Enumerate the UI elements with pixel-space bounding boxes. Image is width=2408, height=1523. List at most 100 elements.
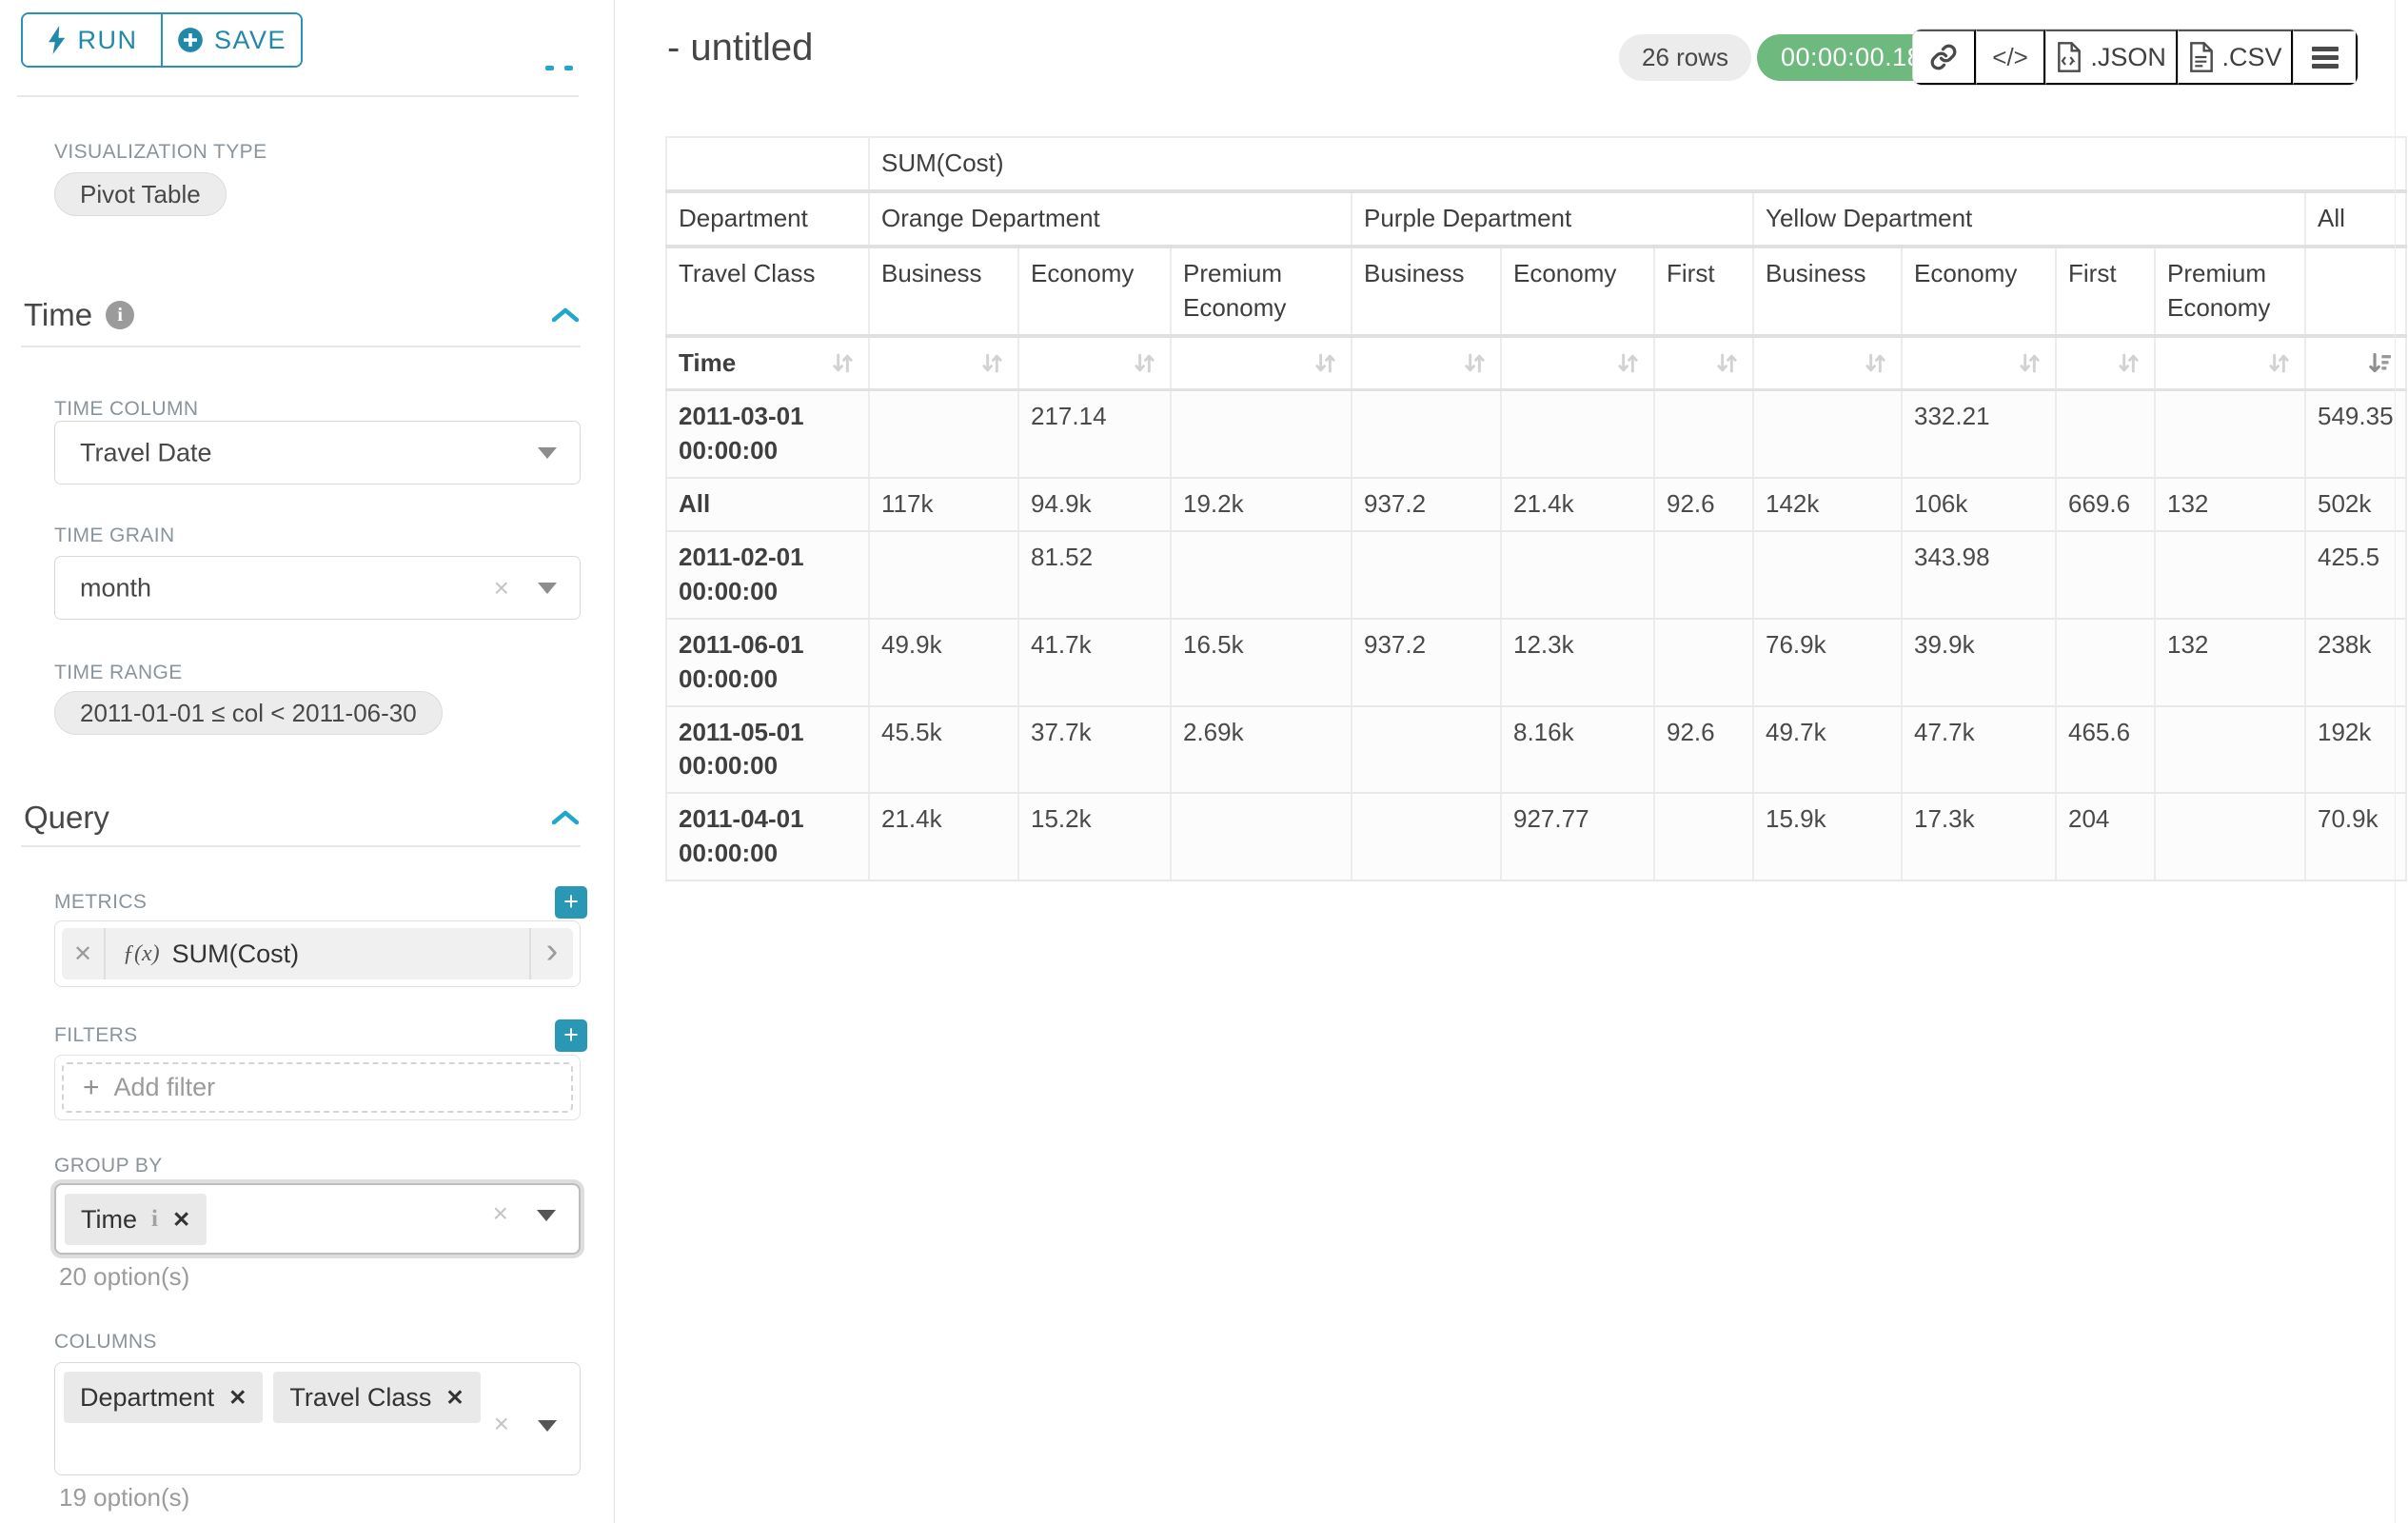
sort-descending-icon[interactable]	[2366, 349, 2394, 377]
filters-control: + Add filter	[54, 1055, 581, 1120]
sort-toggle-icon[interactable]	[2265, 349, 2293, 377]
menu-button[interactable]	[2293, 30, 2358, 85]
pivot-value-cell: 76.9k	[1753, 619, 1902, 706]
clear-icon[interactable]: ×	[494, 1409, 509, 1439]
pivot-value-cell	[1352, 390, 1501, 478]
columns-tag[interactable]: Department ✕	[64, 1372, 263, 1423]
pivot-metric-header: SUM(Cost)	[869, 137, 2406, 191]
panel-resize-handle-dot[interactable]	[545, 66, 554, 70]
pivot-sort-cell	[1171, 336, 1352, 390]
add-filter-plus-button[interactable]: +	[555, 1019, 587, 1052]
pivot-sort-cell	[2155, 336, 2305, 390]
time-grain-select[interactable]: month ×	[54, 556, 581, 620]
pivot-value-cell: 39.9k	[1902, 619, 2056, 706]
add-metric-button[interactable]: +	[555, 886, 587, 919]
pivot-value-cell: 47.7k	[1902, 706, 2056, 794]
export-csv-button[interactable]: .CSV	[2178, 30, 2293, 85]
columns-select[interactable]: Department ✕ Travel Class ✕ ×	[54, 1362, 581, 1475]
pivot-value-cell	[869, 390, 1018, 478]
pivot-value-cell: 94.9k	[1018, 478, 1171, 531]
pivot-value-cell: 937.2	[1352, 478, 1501, 531]
pivot-value-cell: 937.2	[1352, 619, 1501, 706]
pivot-value-cell: 49.9k	[869, 619, 1018, 706]
scroll-edge-divider	[2395, 0, 2396, 1523]
pivot-sort-cell	[1902, 336, 2056, 390]
pivot-value-cell	[869, 531, 1018, 619]
pivot-value-cell	[1654, 531, 1753, 619]
pivot-sort-cell	[1753, 336, 1902, 390]
pivot-value-cell: 238k	[2305, 619, 2406, 706]
pivot-row-label: All	[666, 478, 869, 531]
pivot-value-cell	[2155, 531, 2305, 619]
pivot-value-cell: 15.9k	[1753, 793, 1902, 880]
sort-toggle-icon[interactable]	[1131, 349, 1158, 377]
time-range-pill[interactable]: 2011-01-01 ≤ col < 2011-06-30	[54, 691, 443, 735]
pivot-value-cell	[1501, 390, 1654, 478]
run-button[interactable]: RUN	[23, 14, 163, 66]
sort-toggle-icon[interactable]	[1614, 349, 1642, 377]
pivot-value-cell	[1654, 793, 1753, 880]
sort-toggle-icon[interactable]	[978, 349, 1006, 377]
caret-down-icon[interactable]	[538, 447, 557, 459]
panel-resize-handle-dot[interactable]	[564, 66, 573, 70]
sort-toggle-icon[interactable]	[829, 349, 857, 377]
caret-down-icon[interactable]	[538, 583, 557, 594]
sort-toggle-icon[interactable]	[2016, 349, 2043, 377]
pivot-value-cell: 549.35	[2305, 390, 2406, 478]
pivot-value-cell: 425.5	[2305, 531, 2406, 619]
chart-title[interactable]: - untitled	[667, 27, 813, 69]
caret-down-icon[interactable]	[537, 1210, 556, 1221]
pivot-value-cell: 192k	[2305, 706, 2406, 794]
pivot-row: 2011-03-01 00:00:00217.14332.21549.35	[666, 390, 2406, 478]
metric-pill[interactable]: ✕ ƒ(x) SUM(Cost) ›	[62, 928, 573, 979]
remove-tag-icon[interactable]: ✕	[172, 1207, 190, 1233]
columns-tag[interactable]: Travel Class ✕	[273, 1372, 480, 1423]
chevron-up-icon[interactable]	[550, 306, 581, 325]
function-icon: ƒ(x)	[123, 941, 160, 967]
clear-icon[interactable]: ×	[494, 573, 509, 603]
remove-tag-icon[interactable]: ✕	[445, 1385, 464, 1411]
clear-icon[interactable]: ×	[493, 1198, 508, 1229]
chevron-right-icon[interactable]: ›	[529, 928, 573, 979]
pivot-value-cell	[1501, 531, 1654, 619]
save-button[interactable]: SAVE	[163, 14, 301, 66]
visualization-type-pill[interactable]: Pivot Table	[54, 172, 227, 216]
export-button-group: </> .JSON .CSV	[1912, 29, 2359, 86]
pivot-value-cell	[2056, 531, 2155, 619]
pivot-value-cell: 15.2k	[1018, 793, 1171, 880]
pivot-value-cell: 92.6	[1654, 706, 1753, 794]
pivot-value-cell	[2056, 619, 2155, 706]
export-json-button[interactable]: .JSON	[2045, 30, 2177, 85]
group-by-tag[interactable]: Time i ✕	[65, 1194, 207, 1245]
sort-toggle-icon[interactable]	[1312, 349, 1339, 377]
pivot-value-cell	[2155, 390, 2305, 478]
pivot-class-header: Economy	[1018, 247, 1171, 336]
pivot-class-header: Premium Economy	[1171, 247, 1352, 336]
sort-toggle-icon[interactable]	[1862, 349, 1889, 377]
pivot-row-label: 2011-06-01 00:00:00	[666, 619, 869, 706]
sort-toggle-icon[interactable]	[1461, 349, 1489, 377]
pivot-sort-cell	[1352, 336, 1501, 390]
add-filter-button[interactable]: + Add filter	[62, 1062, 573, 1113]
link-icon	[1929, 43, 1958, 71]
group-by-select[interactable]: Time i ✕ ×	[50, 1179, 584, 1258]
pivot-row-label: 2011-03-01 00:00:00	[666, 390, 869, 478]
share-link-button[interactable]	[1913, 30, 1976, 85]
time-column-select[interactable]: Travel Date	[54, 421, 581, 485]
sort-toggle-icon[interactable]	[2115, 349, 2142, 377]
pivot-value-cell: 106k	[1902, 478, 2056, 531]
remove-metric-icon[interactable]: ✕	[62, 928, 106, 979]
pivot-value-cell: 117k	[869, 478, 1018, 531]
pivot-group-header: Purple Department	[1352, 191, 1753, 247]
pivot-value-cell: 132	[2155, 478, 2305, 531]
pivot-value-cell	[1171, 531, 1352, 619]
pivot-class-header: Economy	[1501, 247, 1654, 336]
chevron-up-icon[interactable]	[550, 808, 581, 827]
caret-down-icon[interactable]	[538, 1420, 557, 1432]
view-query-button[interactable]: </>	[1976, 30, 2046, 85]
pivot-value-cell: 19.2k	[1171, 478, 1352, 531]
pivot-row: 2011-05-01 00:00:0045.5k37.7k2.69k8.16k9…	[666, 706, 2406, 794]
sort-toggle-icon[interactable]	[1713, 349, 1741, 377]
remove-tag-icon[interactable]: ✕	[228, 1385, 247, 1411]
pivot-class-header: Business	[869, 247, 1018, 336]
